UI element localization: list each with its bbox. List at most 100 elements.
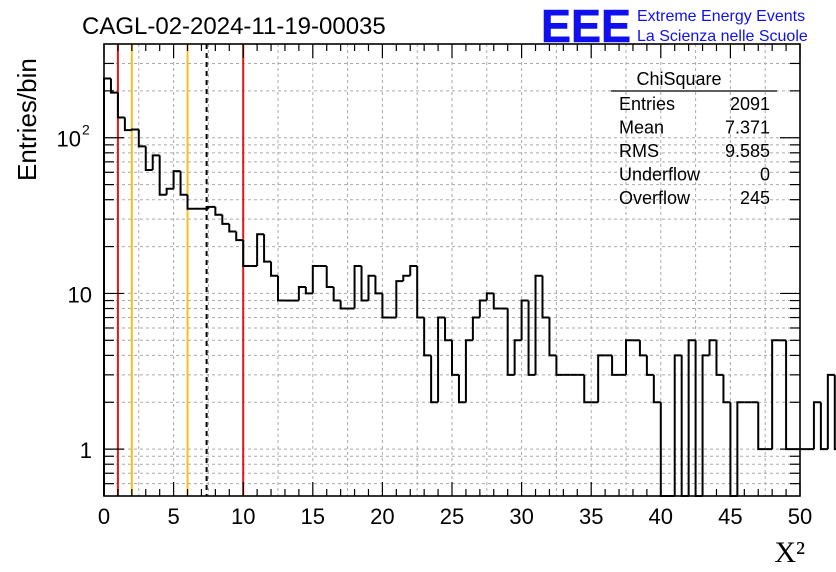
histogram-bin <box>444 317 452 342</box>
histogram-bin <box>179 171 188 196</box>
histogram-bin <box>534 274 543 375</box>
x-tick-label: 30 <box>509 504 533 529</box>
histogram-bin <box>757 402 766 451</box>
histogram-bin <box>652 374 661 404</box>
histogram-bin <box>144 146 153 172</box>
histogram-bin <box>228 223 237 233</box>
histogram-bin <box>583 374 592 404</box>
x-tick-label: 15 <box>301 504 325 529</box>
histogram-bin <box>771 339 780 450</box>
histogram-bin <box>541 275 550 319</box>
histogram-bin <box>645 355 654 376</box>
histogram-bin <box>186 194 195 210</box>
histogram-bin <box>214 206 223 216</box>
x-tick-label: 50 <box>788 504 812 529</box>
x-tick-label: 0 <box>98 504 110 529</box>
histogram-bin <box>103 77 111 496</box>
y-tick-label: 10 <box>68 282 92 307</box>
histogram-bin <box>430 355 439 404</box>
histogram-bin <box>360 266 369 302</box>
histogram-bin <box>158 155 167 196</box>
histogram-bin <box>270 261 278 277</box>
histogram-bin <box>451 340 459 376</box>
histogram-bin <box>471 316 480 341</box>
y-tick-exponent: 2 <box>82 122 90 138</box>
stats-title: ChiSquare <box>636 69 721 89</box>
x-tick-label: 35 <box>579 504 603 529</box>
histogram-bin <box>311 265 320 294</box>
run-title: CAGL-02-2024-11-19-00035 <box>82 13 386 40</box>
histogram-bin <box>736 401 745 496</box>
histogram-bin <box>826 373 835 450</box>
histogram-bin <box>464 339 473 403</box>
histogram-bin <box>256 233 265 267</box>
histogram-bin <box>277 275 285 302</box>
histogram-bin <box>381 293 390 319</box>
histogram-bin <box>130 128 139 131</box>
histogram-bin <box>506 308 515 376</box>
histogram-bin <box>263 234 272 263</box>
stats-row-label: Overflow <box>619 188 691 208</box>
stats-row-label: Mean <box>619 118 664 138</box>
histogram-bin <box>416 266 425 319</box>
x-tick-label: 5 <box>167 504 179 529</box>
histogram-bin <box>708 339 717 356</box>
stats-row-label: Entries <box>619 94 675 114</box>
brand-line-2: La Scienza nelle Scuole <box>637 28 808 45</box>
histogram-bin <box>242 240 251 268</box>
x-axis-label: X² <box>774 536 805 569</box>
x-tick-label: 40 <box>649 504 673 529</box>
stats-row-value: 9.585 <box>725 141 770 161</box>
histogram-bin <box>165 187 174 195</box>
histogram-bin <box>694 340 703 497</box>
histogram-bin <box>367 274 376 301</box>
histogram-bin <box>687 339 696 496</box>
histogram-bin <box>611 355 620 376</box>
histogram-bin <box>638 340 647 357</box>
histogram-bin <box>715 340 724 376</box>
histogram-bin <box>819 402 828 451</box>
histogram-bin <box>520 299 529 341</box>
x-tick-label: 45 <box>718 504 742 529</box>
histogram-bin <box>123 117 132 132</box>
histogram-bin <box>374 275 383 295</box>
histogram-bin <box>402 274 411 282</box>
x-tick-label: 20 <box>370 504 394 529</box>
histogram-bin <box>395 280 404 318</box>
histogram-bin <box>353 265 362 309</box>
threshold-lines <box>116 44 245 496</box>
histogram-bin <box>116 92 125 119</box>
x-axis-ticks: 0 5 10 15 20 25 30 35 40 45 50 <box>98 44 812 529</box>
eee-logo: EEE Extreme Energy Events La Scienza nel… <box>541 0 808 52</box>
y-tick-label: 1 <box>80 438 92 463</box>
histogram-bin <box>597 354 606 403</box>
histogram-bin <box>812 401 821 450</box>
histogram-bin <box>673 354 682 496</box>
histogram-bin <box>221 214 230 225</box>
stats-row-value: 0 <box>760 165 770 185</box>
stats-row-label: Underflow <box>619 165 701 185</box>
stats-row-label: RMS <box>619 141 659 161</box>
histogram-bin <box>325 266 334 288</box>
histogram-bin <box>485 292 494 301</box>
histogram-bin <box>492 293 501 310</box>
histogram-bin <box>722 374 731 404</box>
histogram-bin <box>207 205 216 209</box>
histogram-bin <box>833 374 836 451</box>
stats-box: ChiSquare Entries 2091 Mean 7.371 RMS 9.585 Un… <box>611 69 777 208</box>
histogram-bin <box>437 316 446 403</box>
y-tick-label: 10 <box>57 127 81 152</box>
histogram-bin <box>457 374 466 404</box>
histogram-bin <box>332 286 341 302</box>
histogram-bin <box>625 339 633 375</box>
histogram-bin <box>680 355 689 497</box>
brand-line-1: Extreme Energy Events <box>637 8 805 25</box>
stats-row-value: 7.371 <box>725 118 770 138</box>
histogram-bin <box>527 300 536 376</box>
x-tick-label: 25 <box>440 504 464 529</box>
histogram-bin <box>235 231 244 242</box>
stats-row-value: 245 <box>740 188 770 208</box>
histogram-bin <box>423 317 432 357</box>
histogram-bin <box>151 154 160 171</box>
